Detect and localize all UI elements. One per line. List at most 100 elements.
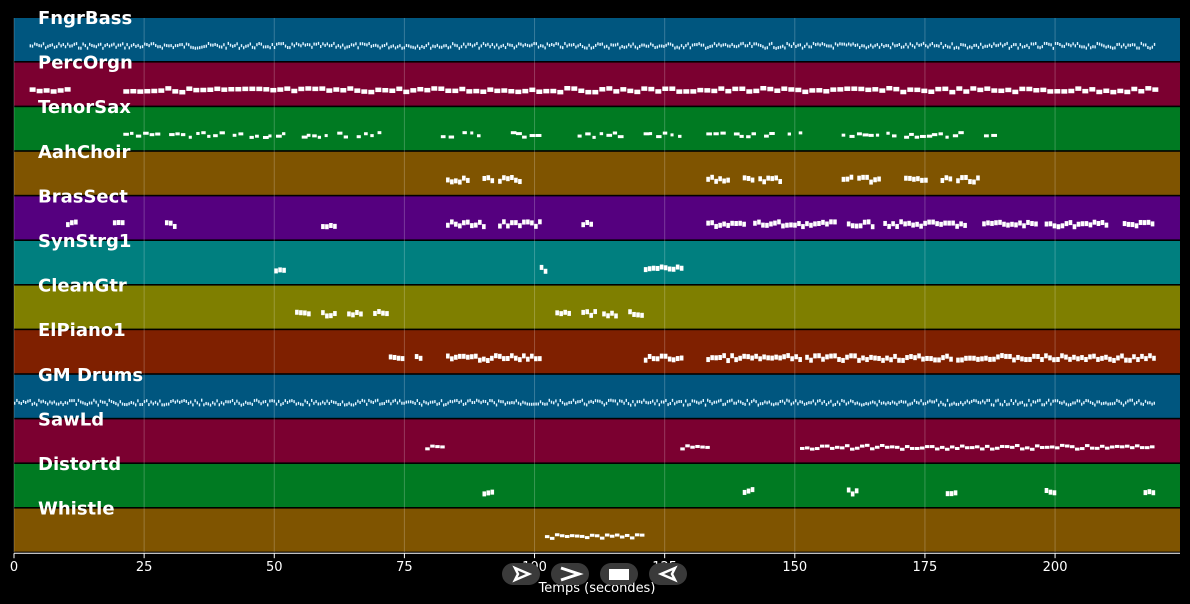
note-segment [753, 219, 837, 230]
play-button[interactable] [502, 563, 540, 585]
note-segment [482, 489, 495, 497]
note-segment [846, 219, 875, 230]
track-label: AahChoir [38, 142, 130, 163]
note-segment [446, 353, 542, 364]
note-segment [112, 220, 125, 226]
rewind-icon [657, 565, 678, 583]
note-segment [66, 219, 78, 228]
note-segment [742, 487, 755, 495]
track-label: CleanGtr [38, 276, 127, 297]
track-lane-1 [14, 62, 1180, 106]
track-label: TenorSax [38, 97, 131, 118]
note-segment [414, 354, 423, 361]
note-segment [425, 444, 445, 451]
note-segment [706, 220, 746, 229]
stop-button[interactable] [600, 563, 638, 585]
note-segment [539, 264, 548, 274]
note-segment [956, 174, 980, 185]
note-segment [446, 219, 486, 230]
note-segment [29, 87, 71, 94]
forward-button[interactable] [551, 563, 589, 585]
track-lane-2 [14, 107, 1180, 151]
note-segment [581, 309, 597, 318]
track-lane-3 [14, 151, 1180, 195]
note-segment [883, 219, 967, 229]
note-segment [841, 174, 854, 182]
note-segment [388, 354, 405, 362]
track-label: SynStrg1 [38, 231, 131, 252]
track-lane-7 [14, 330, 1180, 374]
x-tick-label: 200 [1043, 560, 1068, 575]
forward-icon [560, 566, 584, 582]
note-segment [321, 223, 337, 230]
note-segment [904, 175, 928, 183]
track-lane-10 [14, 464, 1180, 507]
note-segment [29, 41, 1156, 50]
track-label: FngrBass [38, 8, 132, 29]
note-segment [498, 175, 522, 185]
note-segment [706, 174, 730, 184]
note-segment [1122, 219, 1155, 229]
note-segment [841, 131, 997, 139]
track-lane-4 [14, 196, 1180, 240]
track-label: Distortd [38, 454, 121, 475]
note-segment [577, 131, 682, 139]
track-lane-0 [14, 18, 1180, 61]
note-segment [274, 267, 286, 274]
track-lane-11 [14, 508, 1180, 552]
note-segment [14, 398, 1155, 407]
x-tick-label: 150 [782, 560, 807, 575]
note-segment [544, 533, 645, 540]
note-segment [602, 310, 618, 319]
note-segment [1044, 487, 1057, 496]
note-segment [758, 175, 782, 185]
track-lane-5 [14, 241, 1180, 284]
note-segment [581, 220, 593, 228]
x-tick-label: 0 [10, 560, 18, 575]
note-segment [680, 444, 710, 451]
note-segment [123, 131, 382, 139]
note-segment [643, 264, 684, 273]
track-lane-9 [14, 419, 1180, 463]
note-segment [373, 309, 389, 317]
x-tick-label: 50 [266, 560, 283, 575]
track-lane-8 [14, 374, 1180, 418]
track-label: ElPiano1 [38, 320, 126, 341]
note-segment [555, 309, 571, 317]
note-segment [982, 219, 1038, 229]
playback-controls [502, 563, 688, 587]
note-segment [857, 174, 881, 185]
note-segment [347, 309, 363, 318]
note-segment [956, 353, 1156, 363]
note-segment [164, 220, 177, 229]
track-label: GM Drums [38, 365, 143, 386]
note-segment [846, 487, 859, 497]
track-label: SawLd [38, 409, 104, 430]
note-segment [482, 175, 495, 184]
track-label: Whistle [38, 499, 115, 520]
play-icon [512, 565, 533, 583]
rewind-button[interactable] [649, 563, 687, 585]
note-segment [446, 175, 470, 185]
stop-icon [609, 569, 629, 580]
note-segment [706, 353, 802, 364]
note-segment [800, 443, 1155, 451]
note-segment [940, 175, 953, 183]
note-segment [628, 309, 644, 318]
note-segment [706, 131, 803, 139]
x-tick-label: 175 [913, 560, 938, 575]
note-segment [123, 85, 1159, 95]
note-segment [1143, 489, 1156, 496]
track-label: BrasSect [38, 186, 128, 207]
note-segment [440, 131, 542, 139]
x-tick-label: 75 [396, 560, 413, 575]
note-segment [321, 310, 337, 319]
note-segment [1044, 219, 1109, 230]
track-lane-6 [14, 285, 1180, 329]
note-segment [805, 353, 953, 363]
x-tick-label: 25 [136, 560, 153, 575]
note-segment [295, 309, 311, 317]
note-segment [498, 219, 542, 229]
note-segment [643, 353, 684, 363]
note-segment [945, 490, 958, 497]
